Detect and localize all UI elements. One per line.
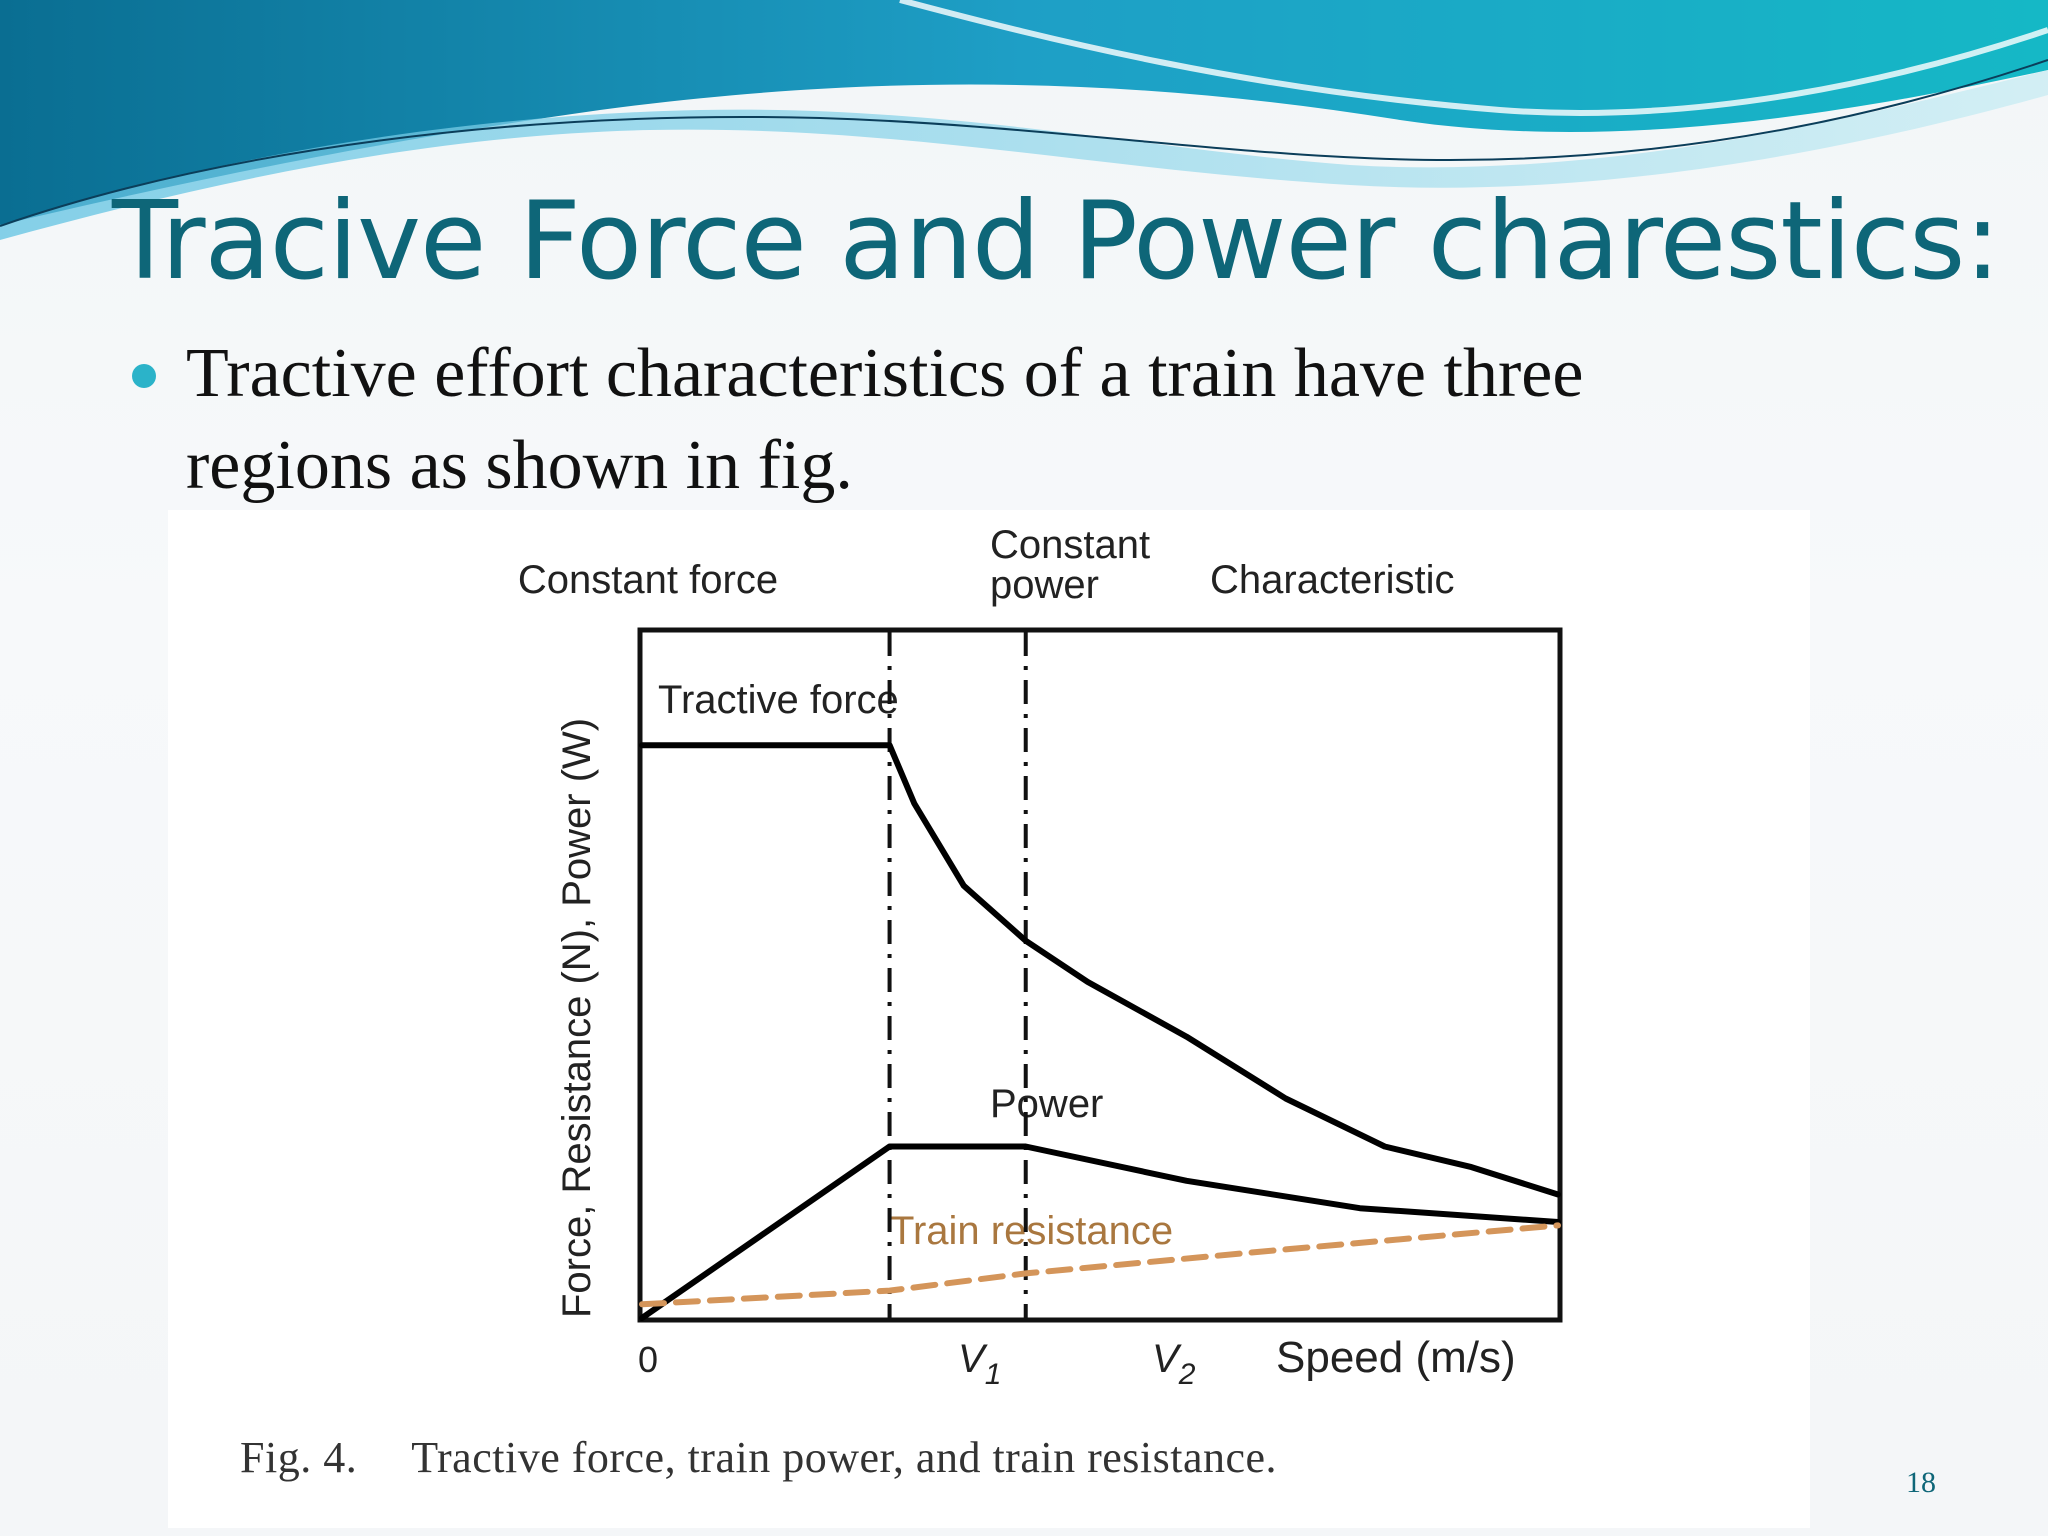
x-tick-v2-subscript: 2 [1178,1358,1196,1391]
series-line-power [639,1143,1561,1321]
region-label-constant-power: Constant power [990,523,1161,607]
x-axis-label: Speed (m/s) [1276,1333,1516,1382]
region-label-constant-power-line2: power [990,563,1099,607]
region-label-constant-power-line1: Constant [990,523,1150,567]
series-layer [639,742,1561,1321]
tractive-effort-chart: Constant force Constant power Characteri… [518,523,1563,1391]
y-axis-label: Force, Resistance (N), Power (W) [555,718,599,1318]
x-tick-v1-subscript: 1 [985,1358,1002,1391]
x-tick-0: 0 [638,1339,658,1380]
series-line-tractive-force [639,742,1561,1198]
annotation-tractive-force: Tractive force [658,678,899,722]
slide-title: Tracive Force and Power charestics: [112,179,2001,304]
page-number: 18 [1906,1466,1936,1499]
series-line-train-resistance [639,1222,1561,1308]
region-label-characteristic: Characteristic [1210,558,1455,602]
x-tick-v1: V1 [958,1337,1001,1391]
figure-caption-number: Fig. 4. [240,1433,358,1482]
bullet-point-icon [132,364,156,388]
figure-caption: Fig. 4. Tractive force, train power, and … [240,1428,1277,1488]
annotation-power: Power [990,1082,1103,1126]
figure-caption-text: Tractive force, train power, and train r… [411,1433,1278,1482]
region-label-constant-force: Constant force [518,558,778,602]
header-wave-decoration [0,0,2048,240]
plot-frame [637,627,1563,1323]
bullet-text: Tractive effort characteristics of a tra… [186,335,1584,504]
x-tick-v2: V2 [1152,1337,1196,1391]
figure-panel: Constant force Constant power Characteri… [168,510,1810,1528]
annotation-train-resistance: Train resistance [890,1209,1173,1253]
